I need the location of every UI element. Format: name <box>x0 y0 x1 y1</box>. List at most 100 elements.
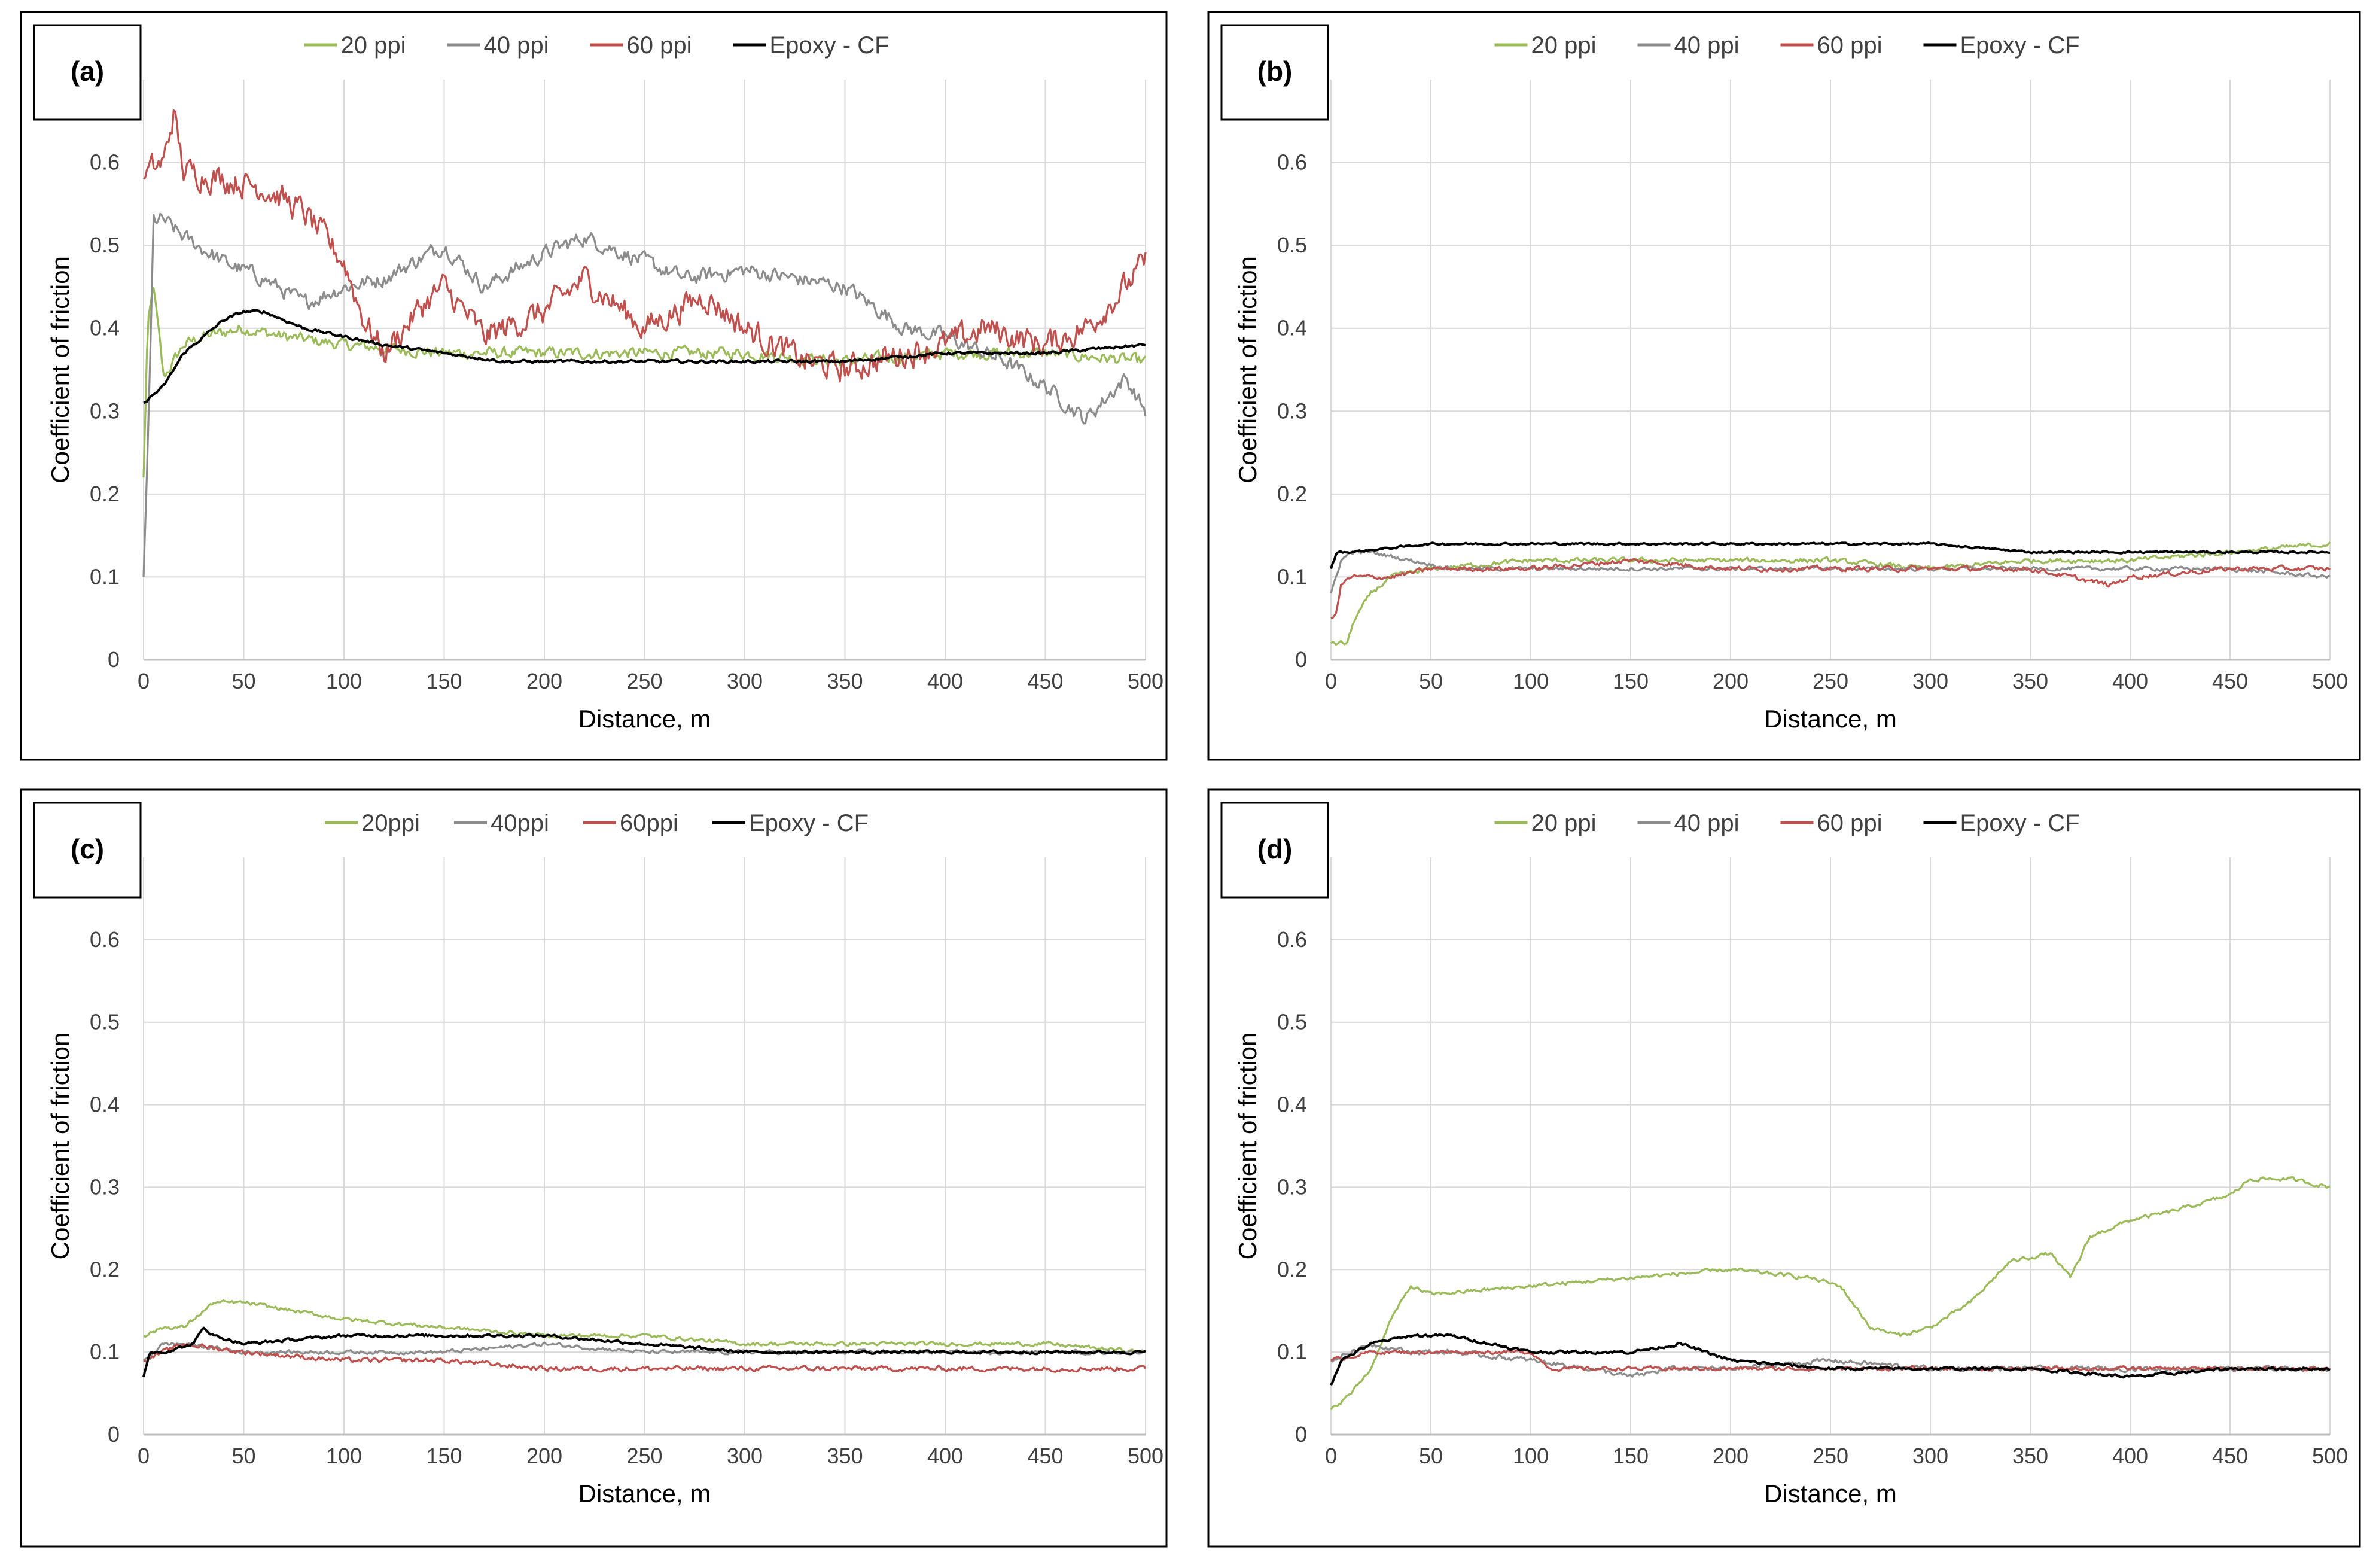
series-line <box>143 1299 1146 1354</box>
x-tick-label: 200 <box>526 1444 562 1468</box>
x-tick-label: 100 <box>326 1444 362 1468</box>
x-tick-label: 500 <box>1128 669 1163 693</box>
legend-label: 60 ppi <box>1817 32 1883 59</box>
panel-label: (a) <box>71 56 104 87</box>
panel-frame <box>20 788 1168 1548</box>
panel-frame <box>20 11 1168 761</box>
x-tick-label: 0 <box>1325 669 1337 693</box>
y-tick-label: 0.5 <box>1277 233 1307 257</box>
series-line <box>142 1326 1146 1377</box>
x-tick-label: 300 <box>727 1444 763 1468</box>
y-tick-label: 0.6 <box>90 150 120 175</box>
panel-frame <box>1207 11 2361 761</box>
x-tick-label: 250 <box>626 1444 662 1468</box>
x-tick-label: 400 <box>927 669 963 693</box>
x-tick-label: 100 <box>326 669 362 693</box>
panel-label: (d) <box>1257 833 1293 864</box>
x-tick-label: 450 <box>2212 669 2248 693</box>
chart-panel: 0 50 100 150 200 250 300 350 400 450 500 0 0.1 0.2 0.3… <box>1207 788 2361 1548</box>
series-line <box>1330 1333 2331 1386</box>
series-line <box>1330 549 2331 594</box>
x-tick-label: 400 <box>2112 669 2148 693</box>
y-tick-label: 0.3 <box>1277 1174 1307 1199</box>
x-tick-label: 450 <box>1027 669 1063 693</box>
series-line <box>1330 541 2331 570</box>
y-axis-title: Coefficient of friction <box>46 1033 74 1260</box>
x-tick-label: 250 <box>1813 1444 1848 1468</box>
legend-label: 40 ppi <box>484 32 549 59</box>
x-tick-label: 0 <box>138 669 150 693</box>
series-line <box>1330 558 2331 620</box>
x-tick-label: 0 <box>138 1444 150 1468</box>
y-tick-label: 0.6 <box>1277 927 1307 952</box>
x-tick-label: 400 <box>2112 1444 2148 1468</box>
x-tick-label: 200 <box>526 669 562 693</box>
legend-label: Epoxy - CF <box>749 810 869 836</box>
x-tick-label: 200 <box>1713 669 1749 693</box>
x-tick-label: 50 <box>231 669 255 693</box>
legend-label: 40 ppi <box>1674 32 1740 59</box>
x-axis-title: Distance, m <box>1764 705 1897 733</box>
y-tick-label: 0.4 <box>1277 316 1307 340</box>
y-tick-label: 0.4 <box>1277 1092 1307 1117</box>
y-axis-title: Coefficient of friction <box>1233 1033 1262 1260</box>
panel-label: (c) <box>71 833 104 864</box>
x-tick-label: 50 <box>1419 1444 1443 1468</box>
legend-label: Epoxy - CF <box>1960 810 2080 836</box>
series-line <box>142 212 1147 577</box>
legend-label: 60 ppi <box>627 32 692 59</box>
panel-label-box <box>33 24 142 121</box>
legend-label: Epoxy - CF <box>770 32 890 59</box>
series-line <box>1330 1176 2331 1411</box>
x-tick-label: 250 <box>626 669 662 693</box>
legend-label: 40 ppi <box>1674 810 1740 836</box>
y-tick-label: 0.2 <box>1277 1257 1307 1281</box>
x-tick-label: 500 <box>1128 1444 1163 1468</box>
x-tick-label: 350 <box>827 1444 863 1468</box>
chart-panel: 0 50 100 150 200 250 300 350 400 450 500 0 0.1 0.2 0.3… <box>20 788 1168 1548</box>
chart-panel: 0 50 100 150 200 250 300 350 400 450 500 0 0.1 0.2 0.3… <box>20 11 1168 761</box>
y-tick-label: 0.1 <box>1277 564 1307 589</box>
x-tick-label: 100 <box>1513 1444 1549 1468</box>
y-tick-label: 0.3 <box>90 398 120 423</box>
x-tick-label: 300 <box>727 669 763 693</box>
legend-label: 60 ppi <box>1817 810 1883 836</box>
x-tick-label: 500 <box>2312 669 2348 693</box>
y-tick-label: 0.1 <box>90 1339 120 1364</box>
x-tick-label: 150 <box>426 1444 462 1468</box>
legend-label: 40ppi <box>491 810 549 836</box>
y-tick-label: 0.6 <box>90 927 120 952</box>
x-tick-label: 150 <box>1613 669 1649 693</box>
y-tick-label: 0.2 <box>1277 482 1307 506</box>
x-tick-label: 450 <box>2212 1444 2248 1468</box>
legend-label: 20ppi <box>361 810 420 836</box>
y-tick-label: 0 <box>1295 647 1307 672</box>
y-tick-label: 0.1 <box>1277 1339 1307 1364</box>
legend: 20 ppi 40 ppi 60 ppi Epoxy - CF <box>1494 32 2080 59</box>
x-tick-label: 350 <box>827 669 863 693</box>
y-tick-label: 0.3 <box>1277 398 1307 423</box>
x-tick-label: 150 <box>426 669 462 693</box>
x-tick-label: 350 <box>2012 1444 2048 1468</box>
panel-label: (b) <box>1257 56 1293 87</box>
x-tick-label: 200 <box>1713 1444 1749 1468</box>
panel-label-box <box>1220 802 1329 899</box>
x-axis-title: Distance, m <box>578 705 711 733</box>
y-tick-label: 0 <box>108 647 120 672</box>
chart-panel: 0 50 100 150 200 250 300 350 400 450 500 0 0.1 0.2 0.3… <box>1207 11 2361 761</box>
panel-label-box <box>1220 24 1329 121</box>
y-tick-label: 0.2 <box>90 1257 120 1281</box>
x-tick-label: 300 <box>1912 1444 1948 1468</box>
y-tick-label: 0.3 <box>90 1174 120 1199</box>
y-axis-title: Coefficient of friction <box>1233 256 1262 483</box>
legend: 20ppi 40ppi 60ppi Epoxy - CF <box>325 810 869 836</box>
y-tick-label: 0.5 <box>1277 1010 1307 1034</box>
x-tick-label: 500 <box>2312 1444 2348 1468</box>
x-tick-label: 450 <box>1027 1444 1063 1468</box>
x-tick-label: 350 <box>2012 669 2048 693</box>
y-tick-label: 0.5 <box>90 1010 120 1034</box>
y-tick-label: 0.5 <box>90 233 120 257</box>
x-tick-label: 50 <box>1419 669 1443 693</box>
x-tick-label: 250 <box>1813 669 1848 693</box>
